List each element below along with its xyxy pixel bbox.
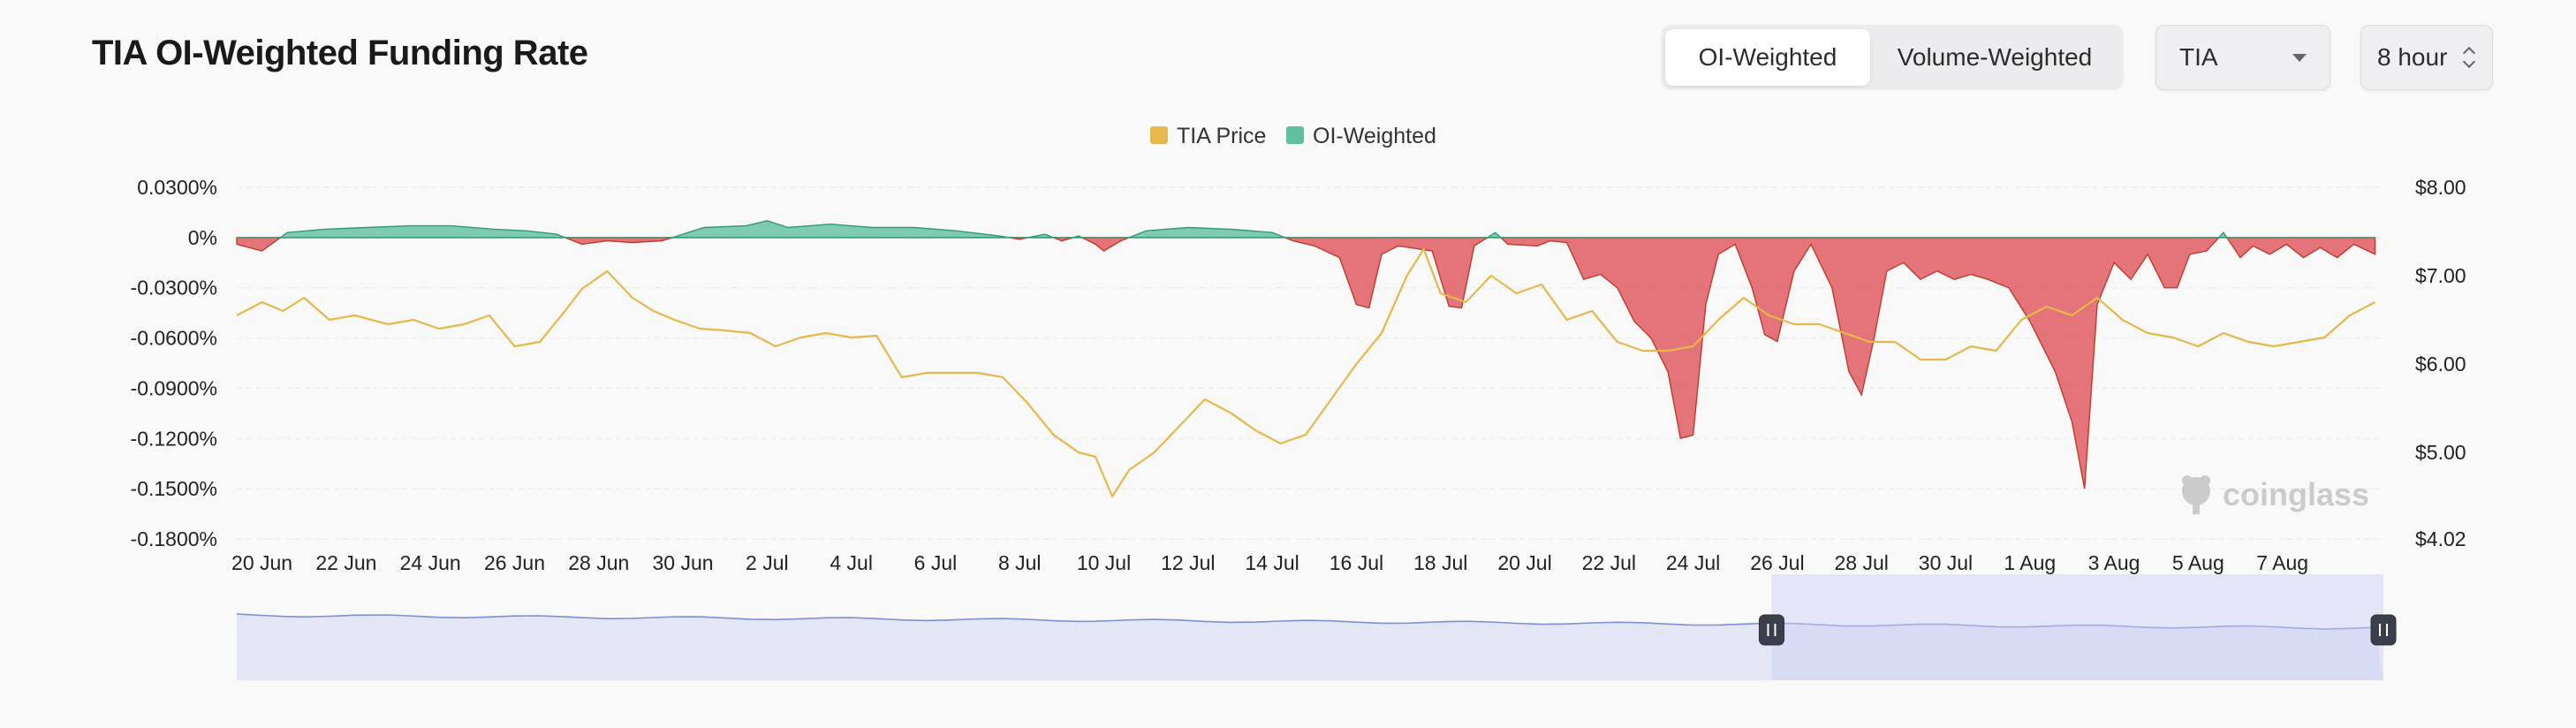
page-title: TIA OI-Weighted Funding Rate [92,34,588,72]
range-navigator [236,574,2397,680]
legend-label: OI-Weighted [1313,124,1436,148]
interval-select[interactable]: 8 hour [2360,25,2493,90]
y-left-tick-label: -0.1500% [131,477,217,500]
x-tick-label: 30 Jul [1919,551,1973,574]
x-tick-label: 26 Jun [484,551,545,574]
price-line [236,247,2376,498]
x-tick-label: 14 Jul [1245,551,1299,574]
x-tick-label: 2 Jul [746,551,789,574]
navigator-handle-left[interactable] [1758,614,1784,646]
tab-oi-weighted[interactable]: OI-Weighted [1665,29,1870,86]
x-tick-label: 22 Jun [315,551,376,574]
x-axis: 20 Jun 22 Jun 24 Jun 26 Jun 28 Jun 30 Jun 2 Ju… [231,551,2308,574]
y-left-tick-label: -0.0300% [131,277,217,300]
x-tick-label: 4 Jul [830,551,873,574]
x-tick-label: 26 Jul [1750,551,1804,574]
x-tick-label: 12 Jul [1161,551,1215,574]
x-tick-label: 16 Jul [1330,551,1383,574]
x-tick-label: 7 Aug [2256,551,2308,574]
y-left-tick-label: -0.1200% [131,427,217,450]
price-line-layer [236,247,2376,498]
y-right-tick-label: $7.00 [2415,264,2466,287]
coin-select[interactable]: TIA [2156,25,2330,90]
navigator-selection[interactable] [1771,574,2383,680]
navigator-line [236,613,2375,630]
y-left-tick-label: -0.1800% [131,527,217,550]
y-left-tick-label: -0.0900% [131,376,217,399]
watermark-text: coinglass [2223,476,2369,512]
x-tick-label: 5 Aug [2172,551,2224,574]
y-left-tick-label: -0.0600% [131,327,217,350]
negative-area-layer [236,237,2376,489]
coinglass-logo-icon [2182,475,2210,514]
legend-label: TIA Price [1177,124,1266,148]
positive-funding-area [237,220,2375,239]
y-left-tick-label: 0% [188,226,217,249]
navigator-area [237,614,2383,680]
legend: TIA Price OI-Weighted [1150,124,1436,148]
x-tick-label: 28 Jul [1834,551,1888,574]
y-right-tick-label: $8.00 [2415,176,2466,199]
x-tick-label: 22 Jul [1582,551,1636,574]
x-tick-label: 24 Jul [1666,551,1720,574]
x-tick-label: 30 Jun [653,551,714,574]
negative-funding-area [236,237,2376,489]
y-right-tick-label: $6.00 [2415,353,2466,375]
x-tick-label: 6 Jul [914,551,958,574]
y-right-tick-label: $5.00 [2415,441,2466,464]
x-tick-label: 28 Jun [568,551,629,574]
coin-select-value: TIA [2179,43,2218,71]
y-right-tick-label: $4.02 [2415,527,2466,550]
x-tick-label: 20 Jul [1497,551,1551,574]
x-tick-label: 24 Jun [400,551,461,574]
y-axis-left: 0.0300% 0% -0.0300% -0.0600% -0.0900% -0.1200… [131,176,217,550]
x-tick-label: 8 Jul [998,551,1042,574]
weighting-toggle: OI-Weighted Volume-Weighted [1661,25,2124,90]
navigator-handle-right[interactable] [2370,614,2397,646]
x-tick-label: 20 Jun [231,551,292,574]
x-tick-label: 3 Aug [2088,551,2140,574]
interval-select-value: 8 hour [2377,43,2448,71]
positive-area-layer [237,220,2375,239]
x-tick-label: 18 Jul [1413,551,1467,574]
watermark: coinglass [2182,475,2369,514]
legend-swatch [1150,126,1168,144]
x-tick-label: 10 Jul [1077,551,1131,574]
legend-swatch [1286,126,1304,144]
y-left-tick-label: 0.0300% [137,176,217,199]
chevron-down-icon [2292,54,2307,62]
x-tick-label: 1 Aug [2004,551,2056,574]
y-axis-right: $8.00 $7.00 $6.00 $5.00 $4.02 [2415,176,2466,550]
tab-volume-weighted[interactable]: Volume-Weighted [1897,43,2093,71]
